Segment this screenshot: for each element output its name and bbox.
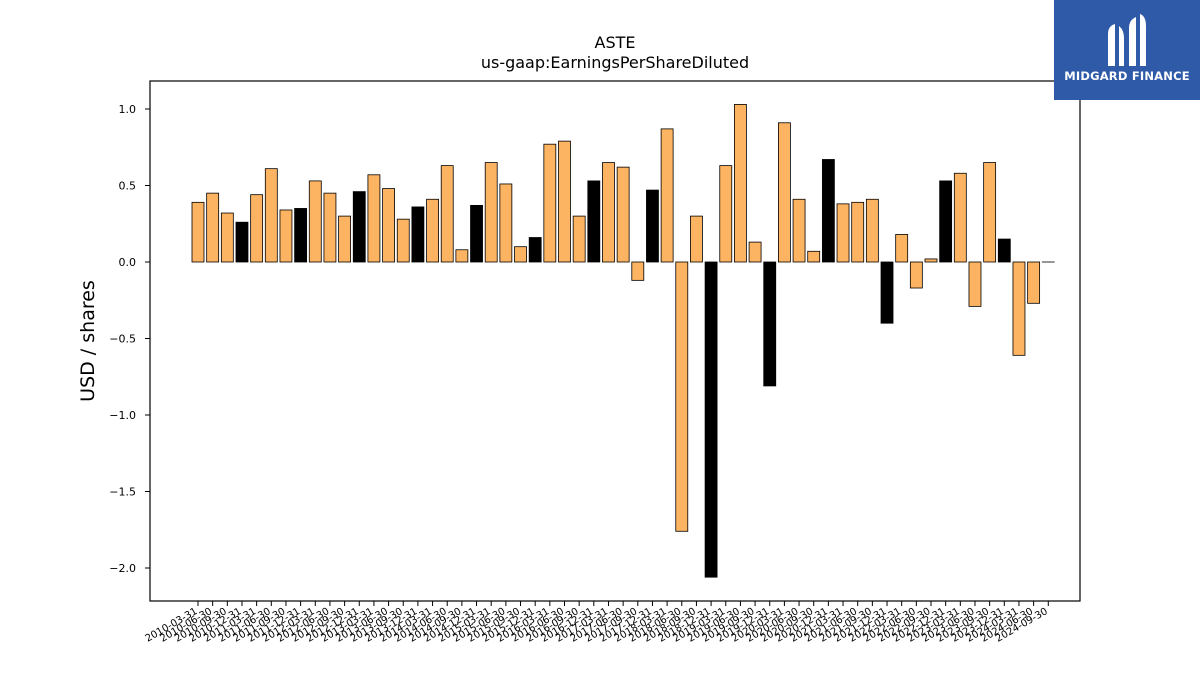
bar-2015-03-31: [484, 162, 498, 263]
bar-2012-12-31: [352, 191, 366, 263]
bar-2011-12-31: [294, 208, 308, 263]
bar-2021-03-31: [836, 203, 850, 263]
bar-2021-06-30: [851, 201, 865, 263]
bar-2019-06-30: [734, 104, 747, 263]
bar-2011-03-31: [250, 194, 264, 263]
bar-2022-06-30: [909, 261, 923, 289]
bar-2017-06-30: [616, 166, 630, 263]
bar-2014-06-30: [440, 165, 454, 263]
bar-2010-06-30: [206, 192, 220, 263]
bar-2022-09-30: [924, 258, 938, 263]
bar-2023-12-31: [997, 238, 1011, 263]
bar-2021-12-31: [880, 261, 894, 324]
bar-2023-09-30: [983, 162, 997, 263]
bar-2024-03-31: [1012, 261, 1026, 356]
bar-2016-12-31: [587, 180, 601, 263]
y-tick-label: 1.0: [119, 103, 137, 116]
bar-2011-06-30: [264, 168, 278, 263]
bar-2020-03-31: [778, 122, 791, 263]
brand-name: MIDGARD FINANCE: [1064, 69, 1190, 83]
bar-2018-03-31: [660, 128, 674, 263]
y-axis: 1.0 0.5 0.0 −0.5 −1.0 −1.5 −2.0: [109, 103, 150, 575]
bar-2021-09-30: [865, 198, 879, 263]
y-tick-label: −2.0: [109, 562, 136, 575]
bar-2019-09-30: [748, 241, 762, 263]
bar-2013-03-31: [367, 174, 381, 263]
bar-2023-06-30: [968, 261, 982, 307]
bar-2020-09-30: [807, 250, 821, 263]
bar-2010-09-30: [220, 212, 234, 263]
bar-2015-12-31: [528, 237, 542, 263]
bar-2016-09-30: [572, 215, 586, 263]
bar-2014-12-31: [470, 204, 483, 263]
bar-2010-12-31: [235, 221, 249, 263]
bar-2011-09-30: [279, 209, 293, 263]
bar-2012-06-30: [323, 192, 337, 263]
chart-title: ASTE: [595, 33, 636, 52]
y-tick-label: −0.5: [109, 333, 136, 346]
bar-2020-06-30: [792, 198, 806, 263]
bar-2017-09-30: [631, 261, 645, 281]
bar-2013-06-30: [382, 188, 395, 263]
bar-2015-06-30: [499, 183, 513, 263]
bar-2019-03-31: [719, 165, 733, 263]
bar-2015-09-30: [514, 246, 527, 263]
y-tick-label: −1.5: [109, 486, 136, 499]
x-axis: 2010-03-312010-06-302010-09-302010-12-31…: [144, 601, 1050, 645]
bar-2013-09-30: [396, 218, 410, 263]
chart-subtitle: us-gaap:EarningsPerShareDiluted: [481, 53, 749, 72]
bar-2016-06-30: [558, 140, 571, 263]
bar-2019-12-31: [763, 261, 777, 387]
bar-2024-06-30: [1027, 261, 1041, 304]
y-axis-label: USD / shares: [77, 280, 99, 402]
bar-2022-03-31: [895, 234, 909, 263]
y-tick-label: −1.0: [109, 409, 136, 422]
bar-2013-12-31: [411, 206, 425, 263]
bar-2018-12-31: [704, 261, 718, 578]
bar-2017-12-31: [646, 189, 659, 263]
bar-2020-12-31: [821, 159, 835, 263]
bar-2016-03-31: [543, 143, 557, 263]
bar-2018-09-30: [690, 215, 703, 263]
bars-group: [191, 104, 1055, 578]
bar-2012-03-31: [308, 180, 322, 263]
bar-2017-03-31: [602, 162, 615, 263]
brand-logo: MIDGARD FINANCE: [1054, 0, 1200, 100]
bar-2022-12-31: [939, 180, 953, 263]
bar-2012-09-30: [338, 215, 352, 263]
bar-2018-06-30: [675, 261, 689, 532]
y-tick-label: 0.5: [119, 180, 137, 193]
plot-frame: [149, 80, 1081, 602]
bar-2023-03-31: [953, 172, 967, 263]
bar-2014-09-30: [455, 249, 469, 263]
midgard-logo-icon: [1108, 14, 1146, 66]
bar-2014-03-31: [426, 198, 439, 263]
bar-2010-03-31: [191, 201, 205, 263]
y-tick-label: 0.0: [119, 256, 137, 269]
